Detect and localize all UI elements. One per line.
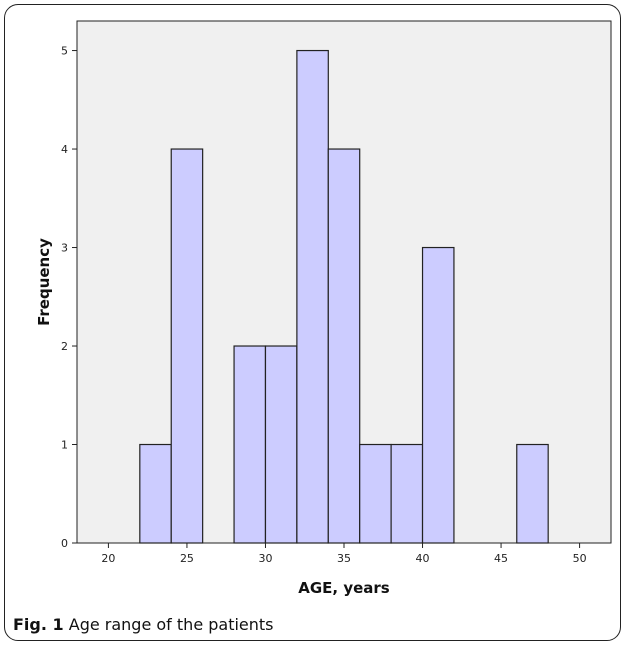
x-tick-label: 45 (494, 552, 508, 565)
y-tick-label: 0 (61, 537, 68, 550)
x-axis-label: AGE, years (298, 579, 390, 597)
x-tick-label: 25 (180, 552, 194, 565)
histogram-bar (139, 443, 172, 544)
x-tick-label: 35 (337, 552, 351, 565)
histogram-bar (170, 148, 204, 544)
y-tick-label: 5 (61, 45, 68, 58)
histogram-bar (516, 443, 549, 544)
x-tick-label: 20 (101, 552, 115, 565)
figure-caption-label: Fig. 1 (13, 615, 64, 634)
x-tick-label: 30 (258, 552, 272, 565)
histogram-bar (327, 148, 361, 544)
x-axis-ticks: 20 25 30 35 40 45 50 (101, 543, 587, 565)
y-tick-label: 4 (61, 143, 68, 156)
figure-caption-text: Age range of the patients (68, 615, 274, 634)
histogram-bar (233, 345, 267, 544)
x-tick-label: 50 (573, 552, 587, 565)
histogram-bar (296, 49, 329, 544)
x-tick-label: 40 (416, 552, 430, 565)
y-axis-ticks: 0 1 2 3 4 5 (61, 45, 77, 550)
figure-caption: Fig. 1 Age range of the patients (13, 615, 274, 634)
y-tick-label: 3 (61, 242, 68, 255)
histogram-bar (390, 443, 424, 544)
histogram-bar (421, 246, 455, 544)
histogram-bar (359, 443, 392, 544)
y-tick-label: 2 (61, 340, 68, 353)
y-tick-label: 1 (61, 439, 68, 452)
y-axis-label: Frequency (35, 238, 53, 326)
histogram-bars (139, 49, 549, 544)
histogram-bar (264, 345, 298, 544)
